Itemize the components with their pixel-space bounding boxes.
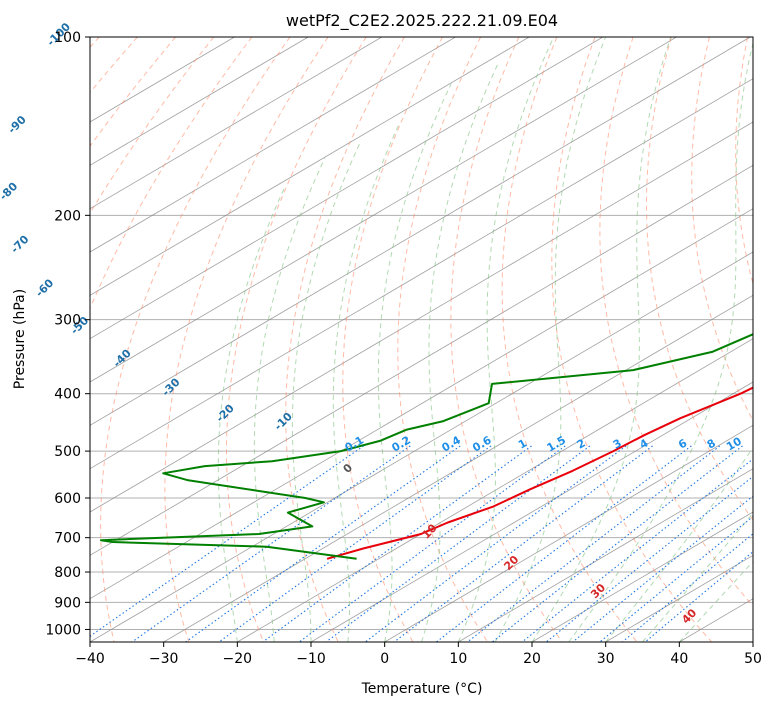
- x-tick-label: −20: [223, 651, 253, 667]
- y-tick-label: 300: [54, 313, 81, 329]
- chart-title: wetPf2_C2E2.2025.222.21.09.E04: [286, 11, 558, 31]
- isotherm-line: [90, 37, 456, 253]
- y-tick-label: 1000: [45, 622, 81, 638]
- mixing-ratio-line: [325, 445, 591, 642]
- data-series: [99, 333, 753, 560]
- x-tick-label: 40: [670, 651, 688, 667]
- moist-adiabat-line: [332, 123, 400, 642]
- isotherm-line: [90, 208, 753, 600]
- isotherm-line: [310, 381, 753, 642]
- plot-area: [90, 37, 753, 642]
- x-tick-label: 10: [449, 651, 467, 667]
- moist-adiabat-line: [678, 560, 753, 642]
- dry-adiabat-line: [342, 37, 443, 642]
- dry-adiabat-line: [599, 37, 753, 607]
- x-tick-label: 20: [523, 651, 541, 667]
- moist-adiabat-line: [457, 37, 555, 642]
- mixing-ratio-line: [90, 445, 364, 637]
- moist-adiabat-line: [421, 61, 500, 642]
- dry-adiabat-line: [645, 37, 753, 521]
- isotherm-line: [90, 37, 677, 383]
- y-tick-label: 900: [54, 595, 81, 611]
- x-tick-label: 50: [744, 651, 762, 667]
- x-axis-label: Temperature (°C): [361, 681, 483, 697]
- moist-adiabat-line: [531, 37, 672, 642]
- y-tick-label: 400: [54, 387, 81, 403]
- isotherm-line: [384, 424, 753, 642]
- dry-adiabat-line: [90, 37, 253, 310]
- y-axis-label: Pressure (hPa): [12, 289, 28, 389]
- isotherm-line: [237, 338, 753, 642]
- x-tick-label: 30: [597, 651, 615, 667]
- moist-adiabat-line: [217, 187, 285, 642]
- dewpoint-profile-line: [99, 333, 753, 560]
- mixing-ratio-line: [571, 495, 753, 642]
- moist-adiabat-line: [291, 141, 362, 642]
- mixing-ratio-line: [466, 445, 721, 642]
- y-tick-label: 600: [54, 491, 81, 507]
- isotherm-line: [90, 37, 751, 426]
- mixing-ratio-line: [298, 445, 566, 642]
- moist-adiabat-line: [377, 83, 452, 642]
- isotherm-line: [90, 37, 530, 296]
- mixing-ratio-line: [131, 445, 411, 642]
- isotherm-line: [163, 294, 753, 642]
- moist-adiabat-line: [642, 512, 753, 642]
- background-reference-lines: [90, 37, 753, 642]
- mixing-ratio-line: [261, 445, 532, 642]
- x-tick-label: −10: [296, 651, 326, 667]
- mixing-ratio-line: [364, 445, 627, 642]
- dry-adiabat-line: [100, 37, 291, 642]
- dry-adiabat-line: [226, 37, 367, 642]
- mixing-ratio-line: [599, 515, 753, 642]
- plot-frame: [89, 36, 754, 643]
- isotherm-line: [90, 37, 309, 166]
- moist-adiabat-line: [253, 157, 326, 642]
- temperature-profile-line: [326, 386, 753, 560]
- y-tick-label: 700: [54, 531, 81, 547]
- dry-adiabat-line: [450, 37, 563, 642]
- isotherm-line: [90, 37, 604, 340]
- y-tick-label: 500: [54, 444, 81, 460]
- dry-adiabat-line: [164, 37, 329, 642]
- isotherm-line: [531, 511, 753, 642]
- x-tick-label: 0: [380, 651, 389, 667]
- dry-adiabat-line: [501, 37, 638, 642]
- axes: −40 −30 −20 −10 0 10 20 30 40 50 100 200 300 400 500 60…: [45, 30, 762, 667]
- x-tick-label: −30: [149, 651, 179, 667]
- x-tick-label: −40: [75, 651, 105, 667]
- mixing-ratio-line: [521, 458, 753, 642]
- isotherm-line: [90, 78, 753, 470]
- mixing-ratio-line: [393, 445, 653, 642]
- isotherm-line: [90, 37, 383, 210]
- y-tick-label: 800: [54, 565, 81, 581]
- isotherm-line: [458, 468, 753, 642]
- reference-line-labels: 0.1 0.2 0.4 0.6 1 1.5 2 3 4 6 8 10-100-90-80-70-60-…: [0, 20, 744, 626]
- isotherm-line: [90, 121, 753, 513]
- moist-adiabat-line: [494, 37, 607, 642]
- y-tick-label: 200: [54, 208, 81, 224]
- mixing-ratio-line: [184, 445, 461, 642]
- y-tick-label: 100: [54, 30, 81, 46]
